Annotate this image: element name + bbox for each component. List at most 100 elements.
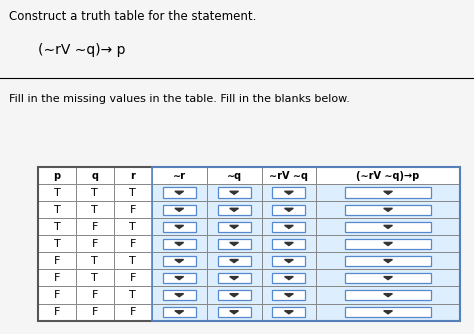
Text: T: T — [54, 239, 60, 249]
Bar — [152, 201, 207, 218]
Bar — [152, 167, 207, 184]
Bar — [273, 187, 305, 198]
Bar — [218, 273, 251, 283]
Bar — [163, 273, 196, 283]
Text: T: T — [91, 188, 98, 198]
Text: T: T — [129, 222, 136, 232]
Bar — [38, 167, 460, 321]
Bar — [207, 201, 262, 218]
Bar — [76, 167, 114, 184]
Bar — [345, 239, 431, 249]
Text: Fill in the missing values in the table. Fill in the blanks below.: Fill in the missing values in the table.… — [9, 94, 350, 104]
Text: T: T — [91, 256, 98, 266]
Bar — [207, 218, 262, 235]
Text: r: r — [130, 171, 135, 181]
Text: F: F — [91, 290, 98, 300]
Bar — [114, 235, 152, 253]
Bar — [38, 235, 76, 253]
Bar — [273, 290, 305, 300]
Polygon shape — [384, 294, 392, 297]
Bar — [345, 187, 431, 198]
Polygon shape — [230, 294, 238, 297]
Bar — [163, 204, 196, 215]
Bar — [76, 201, 114, 218]
Text: q: q — [91, 171, 99, 181]
Bar — [152, 253, 207, 270]
Bar — [273, 307, 305, 317]
Bar — [218, 187, 251, 198]
Bar — [76, 270, 114, 287]
Text: F: F — [130, 307, 136, 317]
Bar — [76, 218, 114, 235]
Bar — [38, 287, 76, 304]
Bar — [316, 253, 460, 270]
Bar — [273, 256, 305, 266]
Polygon shape — [284, 208, 293, 211]
Polygon shape — [284, 277, 293, 280]
Polygon shape — [384, 208, 392, 211]
Polygon shape — [175, 294, 183, 297]
Bar — [152, 184, 207, 201]
Polygon shape — [175, 242, 183, 245]
Text: F: F — [130, 205, 136, 215]
Bar — [207, 167, 262, 184]
Bar — [152, 235, 207, 253]
Polygon shape — [384, 191, 392, 194]
Polygon shape — [384, 242, 392, 245]
Bar — [218, 290, 251, 300]
Polygon shape — [175, 225, 183, 228]
Bar — [76, 184, 114, 201]
Bar — [262, 201, 316, 218]
Polygon shape — [230, 191, 238, 194]
Bar — [218, 239, 251, 249]
Bar — [262, 184, 316, 201]
Text: F: F — [130, 239, 136, 249]
Text: ∼q: ∼q — [227, 171, 242, 181]
Text: T: T — [54, 188, 60, 198]
Polygon shape — [384, 277, 392, 280]
Bar — [316, 201, 460, 218]
Bar — [163, 307, 196, 317]
Bar — [114, 287, 152, 304]
Bar — [163, 187, 196, 198]
Bar — [114, 218, 152, 235]
Text: F: F — [54, 273, 60, 283]
Polygon shape — [175, 191, 183, 194]
Text: T: T — [54, 205, 60, 215]
Bar — [262, 235, 316, 253]
Bar — [316, 167, 460, 184]
Text: T: T — [54, 222, 60, 232]
Polygon shape — [230, 242, 238, 245]
Polygon shape — [384, 260, 392, 263]
Polygon shape — [175, 260, 183, 263]
Text: ∼r: ∼r — [173, 171, 186, 181]
Text: F: F — [91, 239, 98, 249]
Bar — [38, 201, 76, 218]
Text: T: T — [129, 290, 136, 300]
Polygon shape — [230, 277, 238, 280]
Polygon shape — [175, 208, 183, 211]
Bar — [76, 253, 114, 270]
Bar — [207, 184, 262, 201]
Bar — [152, 270, 207, 287]
Bar — [345, 222, 431, 232]
Text: (∼rV ∼q)→p: (∼rV ∼q)→p — [356, 171, 419, 181]
Bar — [273, 273, 305, 283]
Bar — [38, 253, 76, 270]
Bar — [345, 290, 431, 300]
Bar — [38, 167, 76, 184]
Bar — [218, 222, 251, 232]
Bar — [76, 304, 114, 321]
Bar — [316, 287, 460, 304]
Bar — [114, 201, 152, 218]
Bar — [207, 304, 262, 321]
Bar — [152, 218, 207, 235]
Bar — [152, 304, 207, 321]
Text: Construct a truth table for the statement.: Construct a truth table for the statemen… — [9, 10, 257, 23]
Bar — [345, 273, 431, 283]
Bar — [316, 235, 460, 253]
Bar — [76, 235, 114, 253]
Bar — [218, 256, 251, 266]
Bar — [316, 184, 460, 201]
Bar — [273, 239, 305, 249]
